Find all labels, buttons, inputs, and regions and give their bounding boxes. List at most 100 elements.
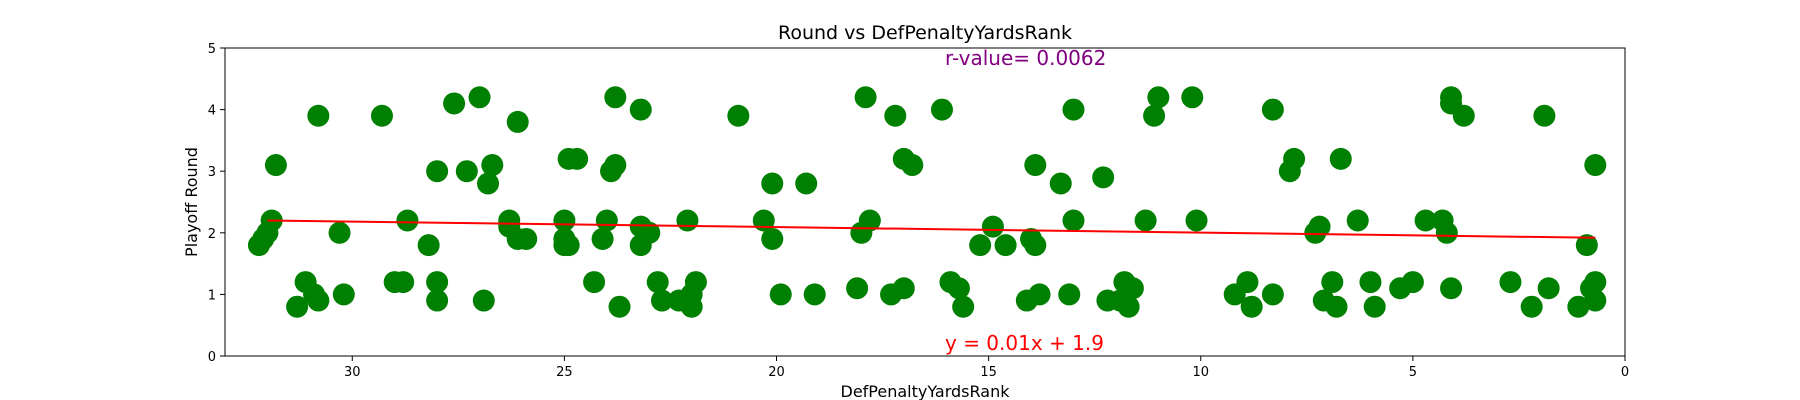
data-point — [1329, 147, 1352, 170]
y-axis-label: Playoff Round — [182, 147, 201, 257]
data-point — [1236, 271, 1259, 294]
data-point — [952, 295, 975, 318]
data-point — [595, 209, 618, 232]
data-point — [1567, 295, 1590, 318]
data-point — [1325, 295, 1348, 318]
x-tick-label: 0 — [1621, 365, 1629, 380]
data-point — [1584, 289, 1607, 312]
data-point — [1181, 86, 1204, 109]
data-point — [1440, 277, 1463, 300]
regression-equation-annotation: y = 0.01x + 1.9 — [945, 331, 1104, 355]
data-point — [981, 215, 1004, 238]
data-point — [769, 283, 792, 306]
data-point — [1024, 234, 1047, 257]
data-point — [1452, 104, 1475, 127]
x-tick-label: 25 — [556, 365, 573, 380]
x-tick-label: 15 — [980, 365, 997, 380]
y-tick-label: 2 — [208, 227, 216, 242]
data-point — [994, 234, 1017, 257]
data-point — [264, 154, 287, 177]
data-point — [1584, 271, 1607, 294]
data-point — [1134, 209, 1157, 232]
data-point — [1520, 295, 1543, 318]
x-axis-label: DefPenaltyYardsRank — [841, 382, 1011, 400]
data-point — [676, 209, 699, 232]
data-point — [1537, 277, 1560, 300]
y-tick-label: 1 — [208, 288, 216, 303]
data-point — [566, 147, 589, 170]
y-tick-label: 3 — [208, 165, 216, 180]
data-point — [1062, 209, 1085, 232]
data-point — [1117, 295, 1140, 318]
data-point — [1283, 147, 1306, 170]
x-tick-label: 30 — [344, 365, 361, 380]
data-point — [426, 160, 449, 183]
data-point — [1321, 271, 1344, 294]
data-point — [761, 172, 784, 195]
data-point — [307, 289, 330, 312]
y-tick-label: 0 — [208, 350, 216, 365]
data-point — [947, 277, 970, 300]
data-point — [426, 271, 449, 294]
data-point — [646, 271, 669, 294]
data-point — [629, 98, 652, 121]
data-point — [803, 283, 826, 306]
data-point — [684, 271, 707, 294]
data-point — [1435, 221, 1458, 244]
x-axis-ticks: 30 25 20 15 10 5 0 — [344, 356, 1629, 380]
data-point — [472, 289, 495, 312]
data-point — [1261, 283, 1284, 306]
x-tick-label: 5 — [1409, 365, 1417, 380]
data-point — [392, 271, 415, 294]
data-point — [1499, 271, 1522, 294]
data-point — [680, 295, 703, 318]
data-point — [477, 172, 500, 195]
data-point — [969, 234, 992, 257]
data-point — [332, 283, 355, 306]
data-point — [604, 154, 627, 177]
data-point — [1049, 172, 1072, 195]
data-point — [1062, 98, 1085, 121]
data-point — [638, 221, 661, 244]
data-point — [884, 104, 907, 127]
data-point — [417, 234, 440, 257]
data-point — [795, 172, 818, 195]
data-point — [1401, 271, 1424, 294]
chart-title: Round vs DefPenaltyYardsRank — [778, 22, 1072, 44]
data-point — [328, 221, 351, 244]
r-value-annotation: r-value= 0.0062 — [945, 46, 1106, 70]
data-point — [1147, 86, 1170, 109]
y-axis-ticks: 0 1 2 3 4 5 — [208, 42, 225, 365]
axes-frame — [224, 47, 1626, 357]
data-point — [286, 295, 309, 318]
data-point — [930, 98, 953, 121]
regression-line — [267, 219, 1596, 239]
data-point — [396, 209, 419, 232]
data-point — [1414, 209, 1437, 232]
data-point — [1240, 295, 1263, 318]
data-point — [583, 271, 606, 294]
data-point — [1261, 98, 1284, 121]
data-point — [506, 110, 529, 133]
y-tick-label: 5 — [208, 42, 216, 57]
data-point — [515, 227, 538, 250]
data-point — [1143, 104, 1166, 127]
data-point — [854, 86, 877, 109]
data-point — [1363, 295, 1386, 318]
data-point — [761, 227, 784, 250]
data-point — [1185, 209, 1208, 232]
data-point — [370, 104, 393, 127]
data-point — [1028, 283, 1051, 306]
data-point — [591, 227, 614, 250]
data-point — [650, 289, 673, 312]
y-tick-label: 4 — [208, 104, 216, 119]
data-point — [307, 104, 330, 127]
data-point — [1092, 166, 1115, 189]
data-point — [481, 154, 504, 177]
x-tick-label: 20 — [768, 365, 785, 380]
data-point — [1308, 215, 1331, 238]
data-point — [1346, 209, 1369, 232]
data-point — [608, 295, 631, 318]
data-point — [604, 86, 627, 109]
data-point — [1058, 283, 1081, 306]
